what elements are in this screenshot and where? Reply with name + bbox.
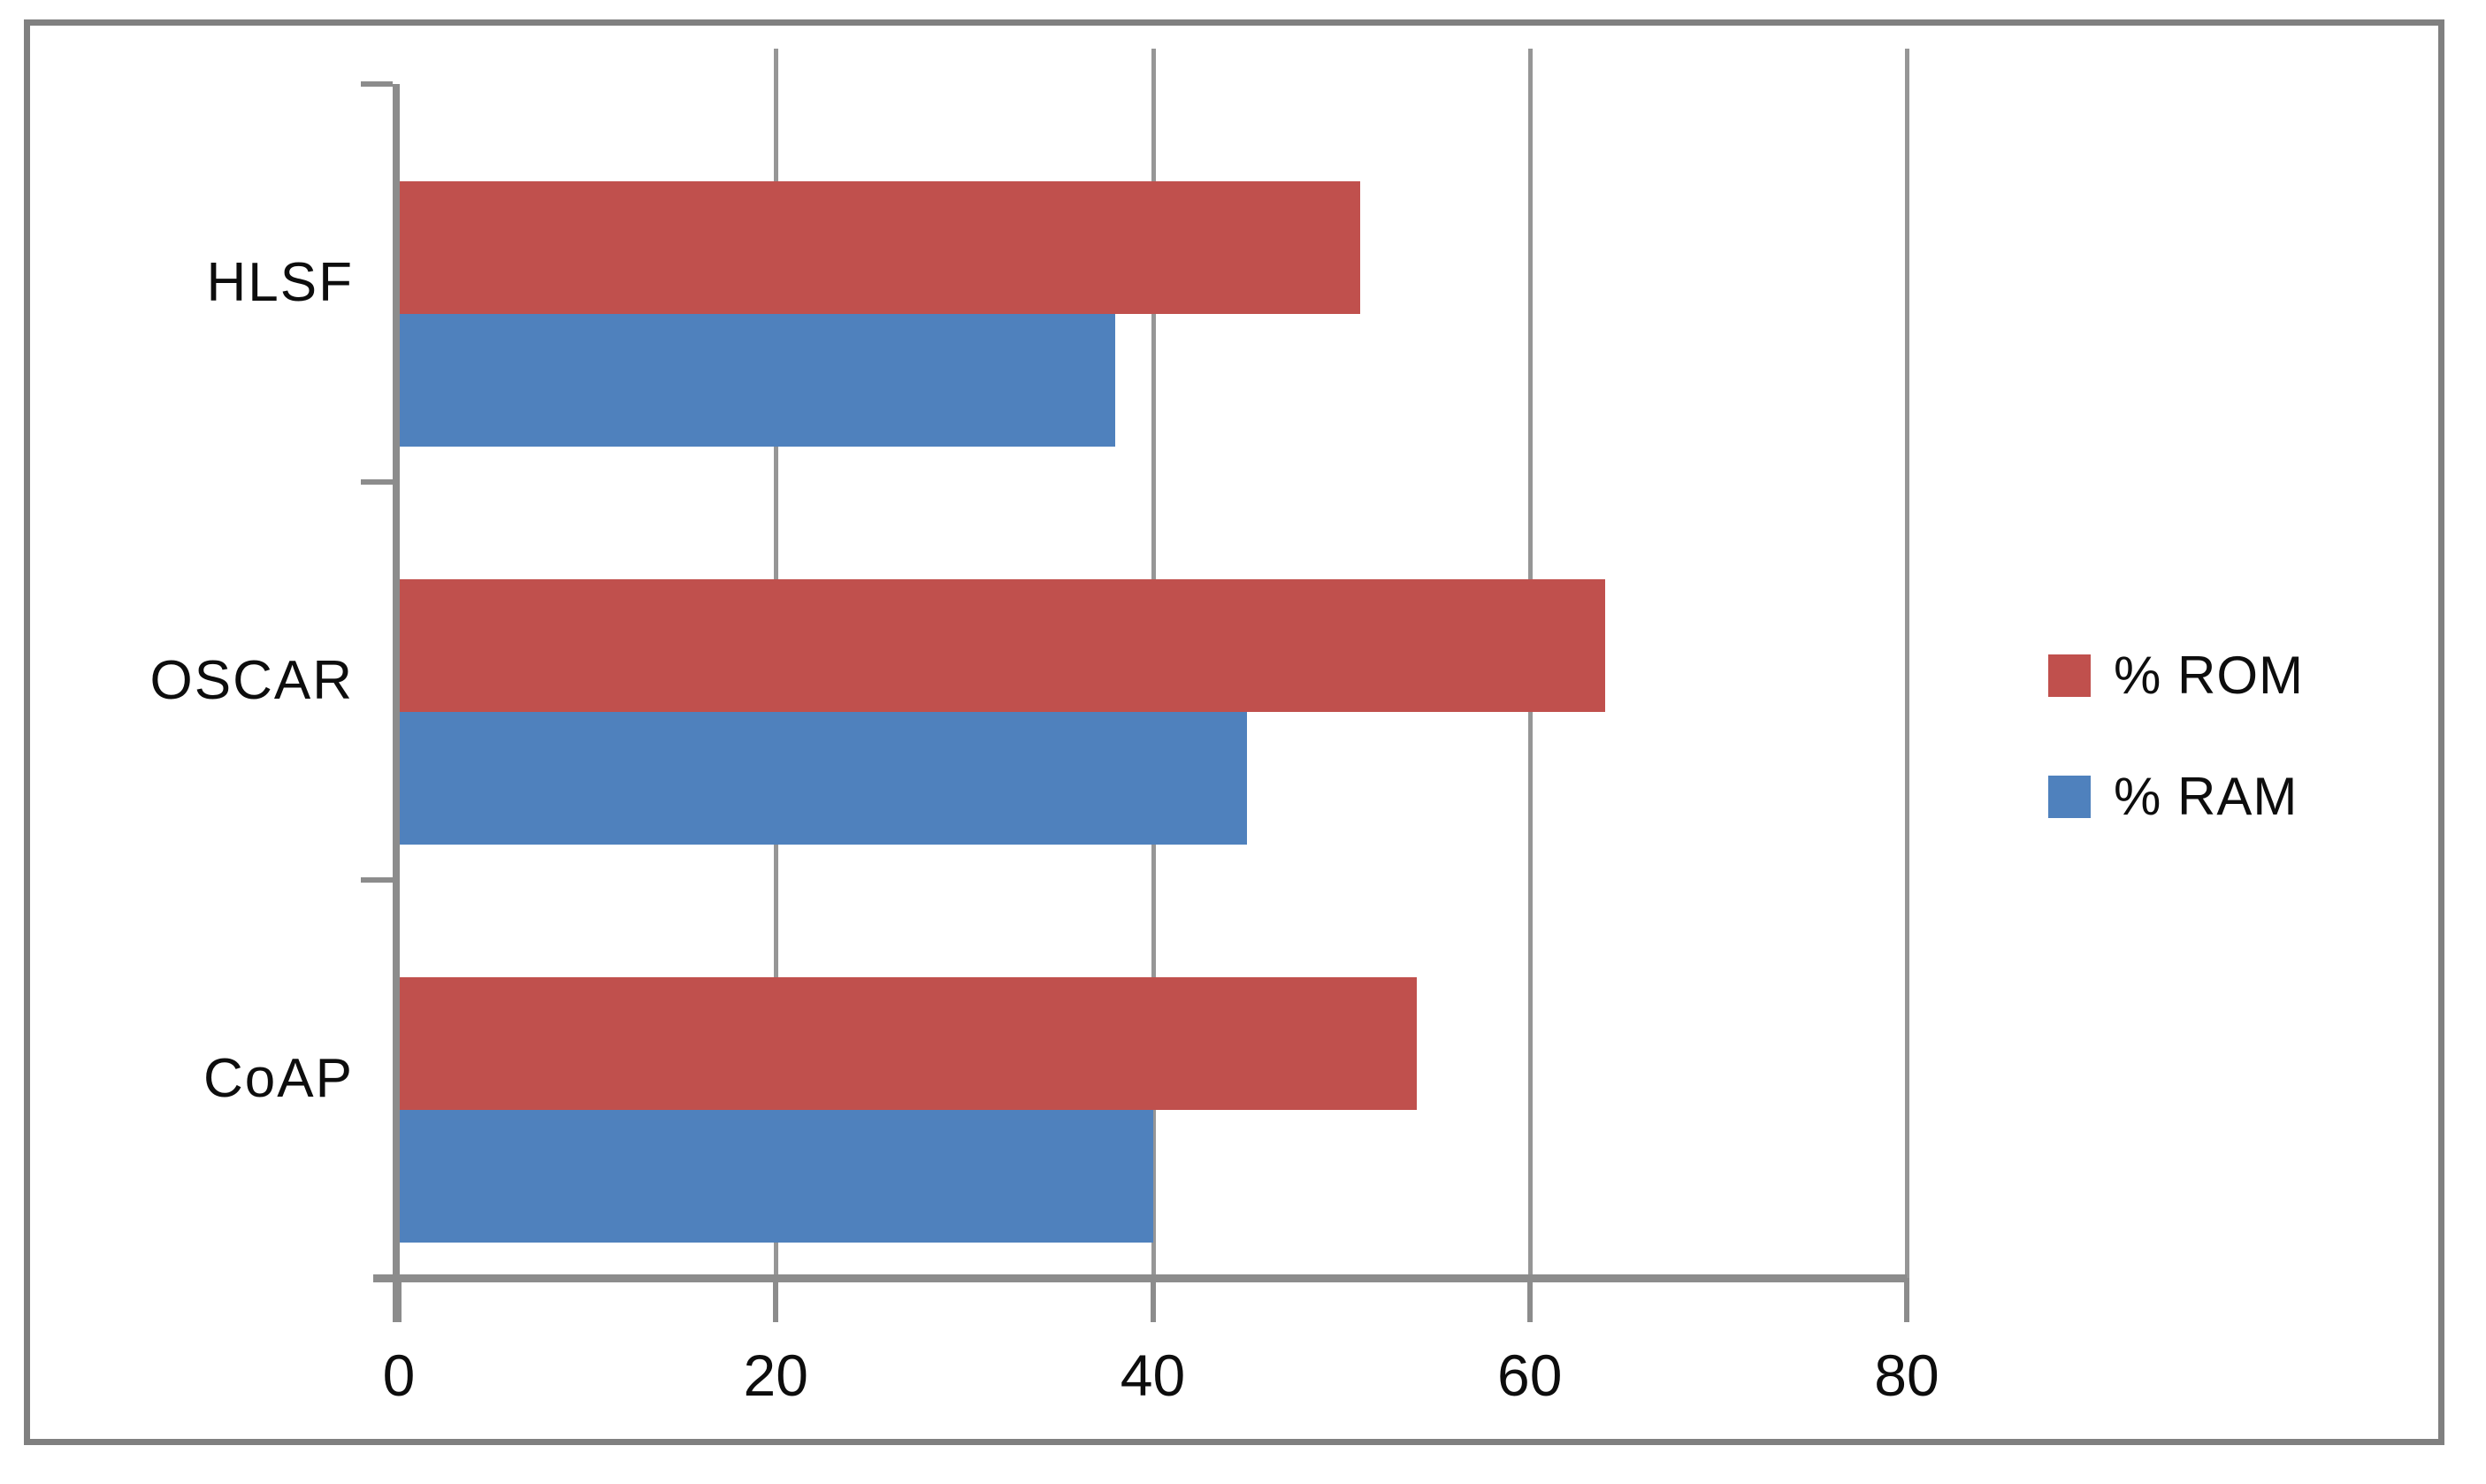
category-tick-2: [361, 877, 393, 883]
bar-ram-coap: [399, 1110, 1153, 1243]
x-tick-label-60: 60: [1497, 1342, 1563, 1408]
legend-label-ram: % RAM: [2114, 767, 2299, 826]
category-tick-0: [361, 81, 393, 87]
x-tick-label-20: 20: [743, 1342, 808, 1408]
gridline-80: [1905, 49, 1909, 1278]
category-tick-1: [361, 479, 393, 485]
category-label-oscar: OSCAR: [149, 650, 354, 711]
category-axis-line: [393, 84, 400, 1322]
legend-item-rom: % ROM: [2048, 642, 2304, 708]
bar-ram-hlsf: [399, 314, 1115, 447]
bar-rom-coap: [399, 977, 1417, 1110]
x-tick-20: [773, 1278, 779, 1322]
bar-rom-hlsf: [399, 181, 1360, 314]
legend-item-ram: % RAM: [2048, 763, 2304, 830]
category-label-hlsf: HLSF: [206, 252, 354, 313]
legend-ram-swatch-icon: [2048, 775, 2091, 818]
legend-rom-swatch-icon: [2048, 654, 2091, 697]
x-tick-40: [1150, 1278, 1156, 1322]
bar-ram-oscar: [399, 712, 1248, 845]
x-tick-label-0: 0: [382, 1342, 416, 1408]
legend-label-rom: % ROM: [2114, 646, 2304, 705]
x-tick-80: [1904, 1278, 1909, 1322]
x-tick-60: [1526, 1278, 1533, 1322]
value-axis-line: [373, 1274, 1907, 1282]
x-tick-0: [396, 1278, 402, 1322]
x-tick-label-80: 80: [1874, 1342, 1939, 1408]
bar-rom-oscar: [399, 579, 1605, 712]
category-label-coap: CoAP: [203, 1048, 354, 1109]
x-tick-label-40: 40: [1120, 1342, 1186, 1408]
legend: % ROM % RAM: [2048, 642, 2304, 830]
